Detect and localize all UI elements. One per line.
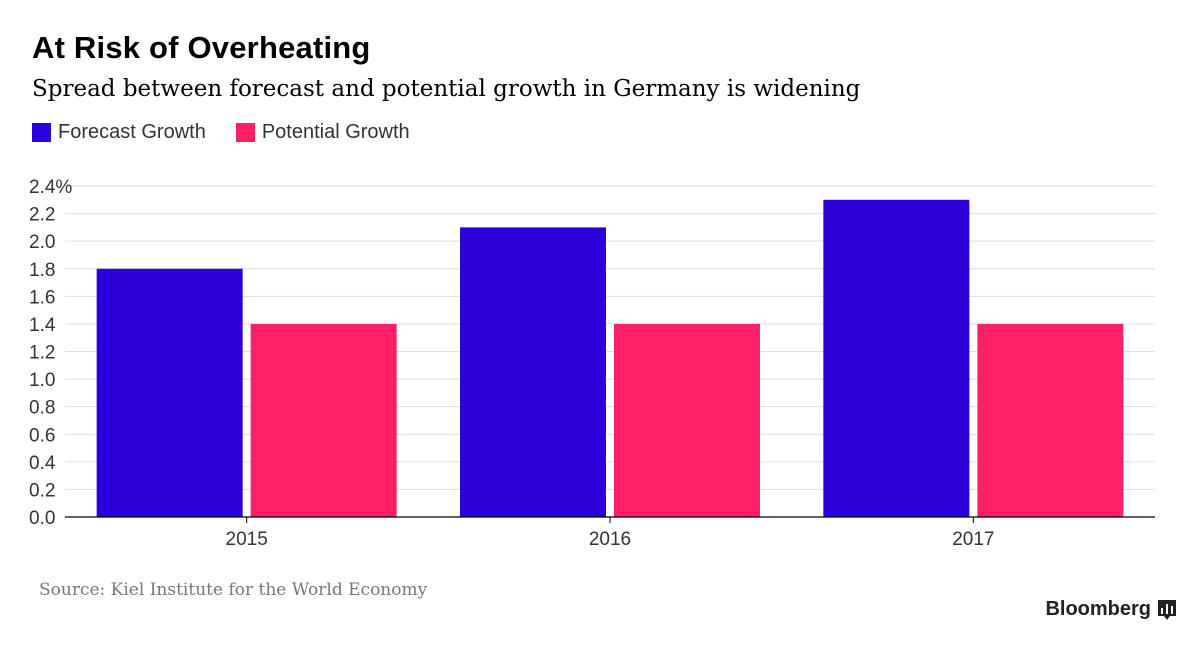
y-tick-label: 0.4 (29, 453, 56, 474)
x-tick-label: 2017 (952, 529, 994, 550)
bloomberg-logo: Bloomberg (1045, 598, 1176, 621)
bar-potential-2015 (250, 323, 397, 517)
legend-item-potential: Potential Growth (235, 121, 410, 144)
y-tick-label: 2.2 (29, 205, 55, 226)
x-tick-label: 2015 (226, 529, 268, 550)
y-tick-label: 1.8 (29, 260, 55, 281)
legend-swatch-potential (235, 123, 255, 142)
y-tick-label: 1.2 (29, 343, 55, 364)
bar-potential-2016 (614, 323, 760, 517)
source-note: Source: Kiel Institute for the World Eco… (39, 580, 428, 600)
y-tick-label: 2.0 (29, 232, 55, 253)
y-tick-label: 0.2 (29, 480, 55, 501)
y-tick-label: 1.0 (29, 370, 55, 391)
y-tick-label: 1.6 (29, 287, 55, 308)
chart-title: At Risk of Overheating (32, 30, 371, 65)
legend-item-forecast: Forecast Growth (32, 121, 206, 144)
bar-forecast-2017 (823, 199, 970, 517)
bar-potential-2017 (977, 323, 1124, 517)
bar-forecast-2015 (96, 268, 243, 517)
y-tick-label: 0.6 (29, 425, 55, 446)
brand-name: Bloomberg (1045, 598, 1151, 620)
bloomberg-chart-icon (1158, 599, 1176, 620)
x-tick-label: 2016 (589, 529, 631, 550)
y-tick-label: 2.4% (29, 177, 72, 198)
legend: Forecast Growth Potential Growth (32, 121, 410, 144)
legend-label-potential: Potential Growth (261, 121, 410, 143)
legend-label-forecast: Forecast Growth (58, 121, 206, 143)
y-tick-label: 0.0 (29, 508, 55, 529)
legend-swatch-forecast (32, 123, 51, 142)
chart-subtitle: Spread between forecast and potential gr… (32, 76, 861, 102)
bar-forecast-2016 (460, 227, 606, 517)
y-tick-label: 1.4 (29, 315, 56, 336)
y-tick-label: 0.8 (29, 398, 55, 419)
